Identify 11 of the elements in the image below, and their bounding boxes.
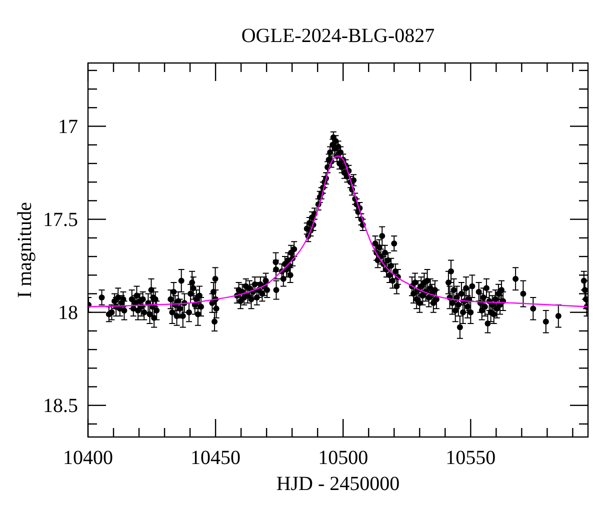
chart-title: OGLE-2024-BLG-0827	[241, 25, 435, 47]
y-axis-title: I magnitude	[14, 202, 36, 298]
x-tick-label: 10400	[63, 447, 113, 469]
x-tick-label: 10500	[318, 447, 368, 469]
y-tick-label: 17.5	[43, 209, 78, 232]
x-axis-title: HJD - 2450000	[276, 473, 400, 495]
y-tick-label: 17	[58, 116, 78, 138]
y-tick-label: 18	[58, 302, 78, 324]
x-tick-label: 10450	[190, 447, 241, 469]
x-tick-label: 10550	[446, 447, 496, 469]
y-tick-label: 18.5	[43, 395, 78, 418]
